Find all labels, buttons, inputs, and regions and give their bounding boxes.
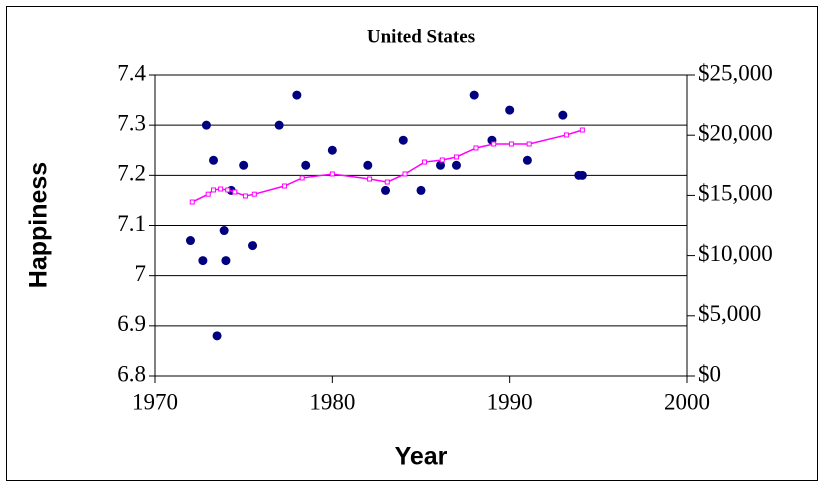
point xyxy=(198,256,208,266)
line-marker xyxy=(473,145,479,151)
y2-tick-label: $10,000 xyxy=(698,241,773,266)
point xyxy=(221,256,231,266)
line-marker xyxy=(218,186,224,192)
line-marker xyxy=(189,199,195,205)
point xyxy=(201,120,211,130)
line-marker xyxy=(299,175,305,181)
chart-frame xyxy=(6,6,818,481)
point xyxy=(363,160,373,170)
line-marker xyxy=(402,171,408,177)
point xyxy=(381,185,391,195)
y2-tick-label: $25,000 xyxy=(698,60,773,85)
line-marker xyxy=(242,193,248,199)
x-tick-label: 1980 xyxy=(309,389,355,414)
line-marker xyxy=(508,141,514,147)
point xyxy=(451,160,461,170)
x-tick-label: 1970 xyxy=(132,389,178,414)
y-tick-label: 7.2 xyxy=(117,161,146,186)
line-marker xyxy=(526,141,532,147)
y-tick-label: 6.9 xyxy=(117,311,146,336)
line-marker xyxy=(453,154,459,160)
line-marker xyxy=(563,132,569,138)
point xyxy=(327,145,337,155)
point xyxy=(398,135,408,145)
line-marker xyxy=(232,189,238,195)
line-marker xyxy=(422,159,428,165)
point xyxy=(248,241,258,251)
y2-tick-label: $5,000 xyxy=(698,301,761,326)
line-marker xyxy=(367,176,373,182)
y-tick-label: 7.3 xyxy=(117,110,146,135)
line-marker xyxy=(281,183,287,189)
line-marker xyxy=(251,191,257,197)
point xyxy=(274,120,284,130)
point xyxy=(469,90,479,100)
point xyxy=(522,155,532,165)
y-tick-label: 6.8 xyxy=(117,361,146,386)
line-marker xyxy=(579,127,585,133)
point xyxy=(416,185,426,195)
y-tick-label: 7.1 xyxy=(117,211,146,236)
line-marker xyxy=(205,191,211,197)
x-tick-label: 1990 xyxy=(487,389,533,414)
y2-tick-label: $20,000 xyxy=(698,120,773,145)
point xyxy=(436,160,446,170)
y-tick-label: 7.4 xyxy=(117,60,146,85)
point xyxy=(219,226,229,236)
line-marker xyxy=(439,157,445,163)
y2-tick-label: $0 xyxy=(698,361,721,386)
line-marker xyxy=(491,141,497,147)
point xyxy=(301,160,311,170)
point xyxy=(212,331,222,341)
y2-tick-label: $15,000 xyxy=(698,181,773,206)
line-marker xyxy=(329,171,335,177)
point xyxy=(505,105,515,115)
line-marker xyxy=(225,187,231,193)
point xyxy=(209,155,219,165)
point xyxy=(558,110,568,120)
point xyxy=(239,160,249,170)
point xyxy=(577,170,587,180)
y-axis-label: Happiness xyxy=(25,162,53,288)
point xyxy=(292,90,302,100)
line-marker xyxy=(384,179,390,185)
point xyxy=(185,236,195,246)
y-tick-label: 7 xyxy=(135,261,147,286)
line-marker xyxy=(211,187,217,193)
x-tick-label: 2000 xyxy=(664,389,710,414)
chart-title: United States xyxy=(367,26,475,47)
x-axis-label: Year xyxy=(395,443,448,471)
